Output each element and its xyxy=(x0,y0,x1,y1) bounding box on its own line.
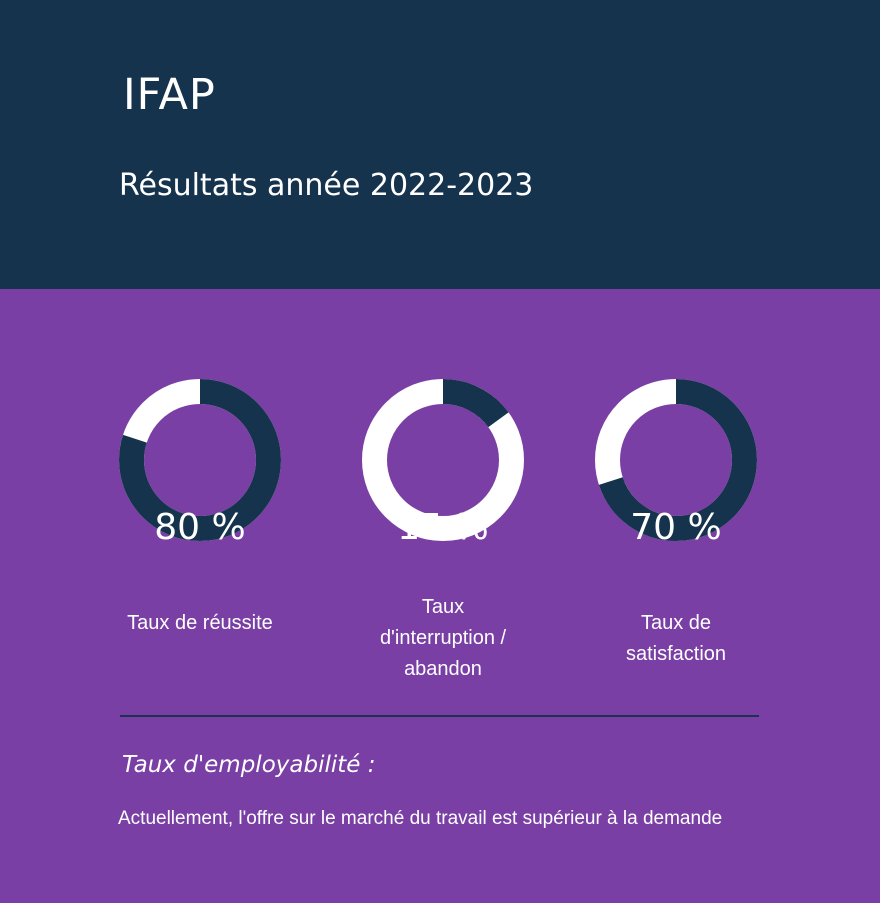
header-banner: IFAP Résultats année 2022-2023 xyxy=(0,0,880,289)
donut-fill xyxy=(119,379,281,541)
stat-label: Taux d'interruption / abandon xyxy=(343,592,543,685)
stat-label-line: Taux de réussite xyxy=(127,612,273,634)
stat-percent: 15 % xyxy=(397,507,489,548)
stat-interruption-rate: 15 % Taux d'interruption / abandon xyxy=(343,379,543,689)
stat-label-line: satisfaction xyxy=(625,643,727,665)
employability-title: Taux d'employabilité : xyxy=(122,752,376,778)
results-panel: 80 % Taux de réussite 15 % Taux d'interr… xyxy=(0,289,880,903)
donut-satisfaction-rate xyxy=(595,379,757,541)
stat-satisfaction-rate: 70 % Taux de satisfaction xyxy=(576,379,776,689)
organization-name: IFAP xyxy=(123,70,216,120)
employability-text: Actuellement, l'offre sur le marché du t… xyxy=(118,808,723,829)
donut-interruption-rate xyxy=(362,379,524,541)
stat-label-line: abandon xyxy=(404,658,482,680)
stat-label-line: d'interruption / xyxy=(379,627,507,649)
section-divider xyxy=(120,715,759,717)
page-subtitle: Résultats année 2022-2023 xyxy=(119,168,534,203)
donut-success-rate xyxy=(119,379,281,541)
stat-percent: 70 % xyxy=(630,507,722,548)
stat-label: Taux de réussite xyxy=(100,608,300,639)
donut-fill xyxy=(362,379,524,541)
donut-fill xyxy=(595,379,757,541)
stat-percent: 80 % xyxy=(154,507,246,548)
stat-success-rate: 80 % Taux de réussite xyxy=(100,379,300,689)
stat-label-line: Taux xyxy=(421,596,465,618)
stat-label: Taux de satisfaction xyxy=(576,608,776,670)
stat-label-line: Taux de xyxy=(640,612,712,634)
